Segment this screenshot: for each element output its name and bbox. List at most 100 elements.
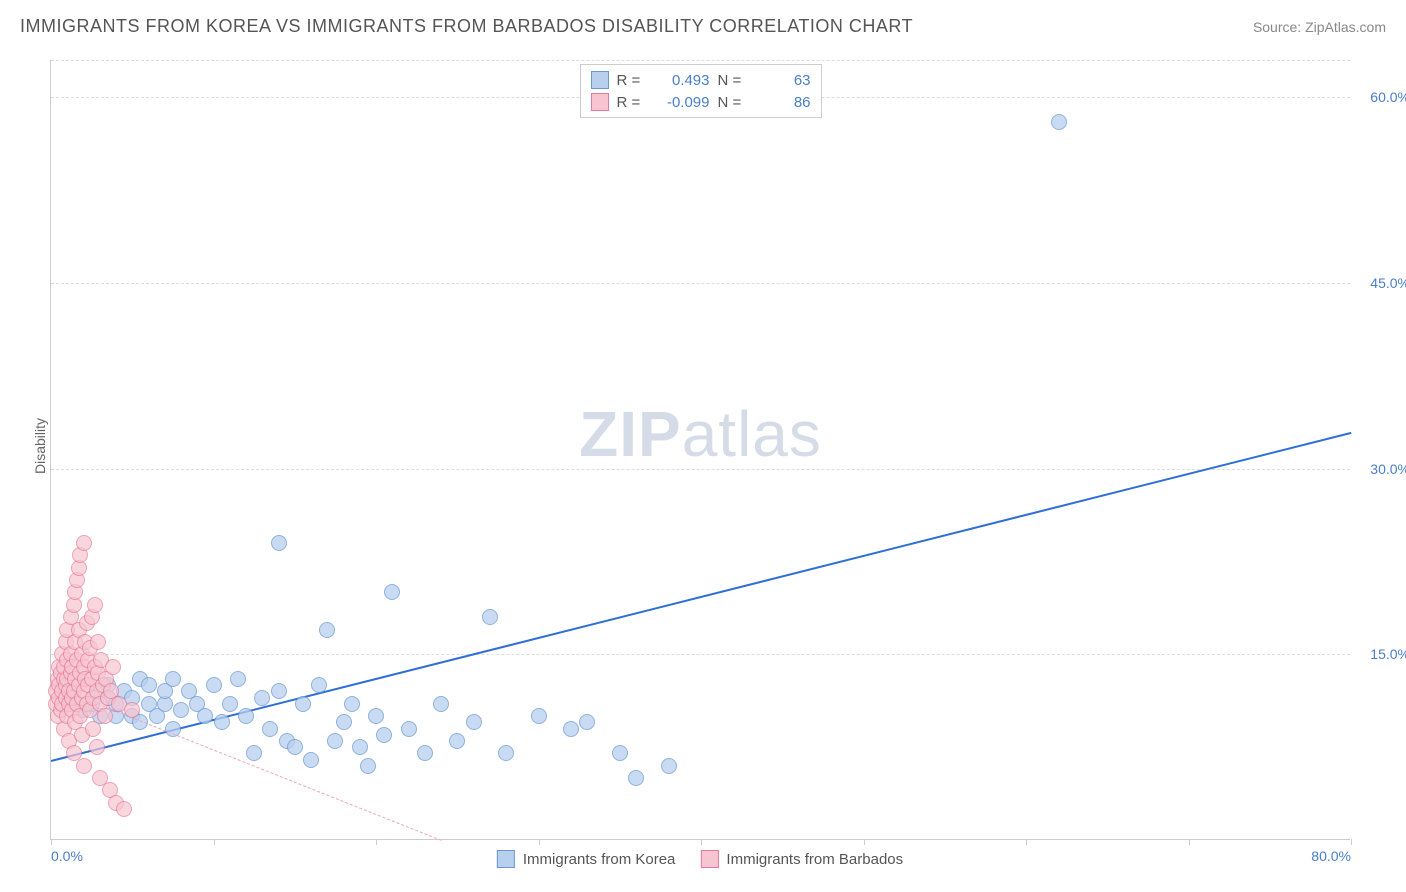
data-point bbox=[214, 714, 230, 730]
data-point bbox=[449, 733, 465, 749]
chart-header: IMMIGRANTS FROM KOREA VS IMMIGRANTS FROM… bbox=[20, 16, 1386, 37]
data-point bbox=[105, 659, 121, 675]
data-point bbox=[222, 696, 238, 712]
source-prefix: Source: bbox=[1253, 19, 1305, 35]
x-tick-label: 80.0% bbox=[1311, 848, 1351, 864]
gridline bbox=[51, 654, 1350, 655]
gridline bbox=[51, 469, 1350, 470]
x-tick bbox=[1351, 839, 1352, 845]
x-tick-label: 0.0% bbox=[51, 848, 83, 864]
data-point bbox=[311, 677, 327, 693]
x-tick bbox=[539, 839, 540, 845]
swatch-korea bbox=[591, 71, 609, 89]
y-tick-label: 30.0% bbox=[1355, 461, 1406, 477]
data-point bbox=[327, 733, 343, 749]
data-point bbox=[87, 597, 103, 613]
legend-row-korea: R = 0.493 N = 63 bbox=[591, 69, 811, 91]
swatch-barbados bbox=[700, 850, 718, 868]
data-point bbox=[206, 677, 222, 693]
data-point bbox=[287, 739, 303, 755]
data-point bbox=[254, 690, 270, 706]
data-point bbox=[124, 702, 140, 718]
data-point bbox=[76, 535, 92, 551]
watermark-rest: atlas bbox=[682, 398, 822, 470]
data-point bbox=[368, 708, 384, 724]
data-point bbox=[116, 801, 132, 817]
data-point bbox=[498, 745, 514, 761]
legend-row-barbados: R = -0.099 N = 86 bbox=[591, 91, 811, 113]
y-tick-label: 60.0% bbox=[1355, 89, 1406, 105]
y-axis-label: Disability bbox=[32, 418, 48, 474]
data-point bbox=[97, 708, 113, 724]
data-point bbox=[271, 535, 287, 551]
n-value: 63 bbox=[756, 72, 811, 89]
legend-item-barbados: Immigrants from Barbados bbox=[700, 850, 903, 868]
watermark-bold: ZIP bbox=[579, 398, 682, 470]
data-point bbox=[384, 584, 400, 600]
series-legend: Immigrants from Korea Immigrants from Ba… bbox=[497, 850, 903, 868]
data-point bbox=[417, 745, 433, 761]
r-value: -0.099 bbox=[655, 94, 710, 111]
gridline bbox=[51, 283, 1350, 284]
data-point bbox=[89, 739, 105, 755]
x-tick bbox=[1026, 839, 1027, 845]
legend-label: Immigrants from Barbados bbox=[726, 851, 903, 868]
data-point bbox=[238, 708, 254, 724]
data-point bbox=[141, 677, 157, 693]
data-point bbox=[376, 727, 392, 743]
gridline bbox=[51, 60, 1350, 61]
data-point bbox=[85, 721, 101, 737]
x-tick bbox=[864, 839, 865, 845]
data-point bbox=[1051, 114, 1067, 130]
data-point bbox=[271, 683, 287, 699]
swatch-barbados bbox=[591, 93, 609, 111]
data-point bbox=[360, 758, 376, 774]
data-point bbox=[661, 758, 677, 774]
data-point bbox=[344, 696, 360, 712]
data-point bbox=[246, 745, 262, 761]
x-tick bbox=[1189, 839, 1190, 845]
data-point bbox=[262, 721, 278, 737]
x-tick bbox=[376, 839, 377, 845]
data-point bbox=[295, 696, 311, 712]
x-tick bbox=[701, 839, 702, 845]
data-point bbox=[433, 696, 449, 712]
data-point bbox=[401, 721, 417, 737]
n-value: 86 bbox=[756, 94, 811, 111]
n-label: N = bbox=[718, 94, 748, 111]
data-point bbox=[319, 622, 335, 638]
data-point bbox=[612, 745, 628, 761]
n-label: N = bbox=[718, 72, 748, 89]
source-name: ZipAtlas.com bbox=[1305, 19, 1386, 35]
data-point bbox=[173, 702, 189, 718]
data-point bbox=[197, 708, 213, 724]
data-point bbox=[303, 752, 319, 768]
swatch-korea bbox=[497, 850, 515, 868]
data-point bbox=[531, 708, 547, 724]
watermark: ZIPatlas bbox=[579, 397, 822, 471]
r-label: R = bbox=[617, 94, 647, 111]
data-point bbox=[90, 634, 106, 650]
data-point bbox=[230, 671, 246, 687]
plot-region: ZIPatlas R = 0.493 N = 63 R = -0.099 N =… bbox=[50, 60, 1350, 840]
legend-item-korea: Immigrants from Korea bbox=[497, 850, 676, 868]
r-value: 0.493 bbox=[655, 72, 710, 89]
data-point bbox=[579, 714, 595, 730]
data-point bbox=[165, 671, 181, 687]
chart-area: ZIPatlas R = 0.493 N = 63 R = -0.099 N =… bbox=[50, 60, 1350, 840]
x-tick bbox=[214, 839, 215, 845]
legend-label: Immigrants from Korea bbox=[523, 851, 676, 868]
data-point bbox=[352, 739, 368, 755]
data-point bbox=[76, 758, 92, 774]
y-tick-label: 45.0% bbox=[1355, 275, 1406, 291]
y-tick-label: 15.0% bbox=[1355, 646, 1406, 662]
data-point bbox=[628, 770, 644, 786]
r-label: R = bbox=[617, 72, 647, 89]
data-point bbox=[482, 609, 498, 625]
x-tick bbox=[51, 839, 52, 845]
data-point bbox=[336, 714, 352, 730]
correlation-legend: R = 0.493 N = 63 R = -0.099 N = 86 bbox=[580, 64, 822, 118]
data-point bbox=[466, 714, 482, 730]
source-attribution: Source: ZipAtlas.com bbox=[1253, 19, 1386, 35]
data-point bbox=[563, 721, 579, 737]
